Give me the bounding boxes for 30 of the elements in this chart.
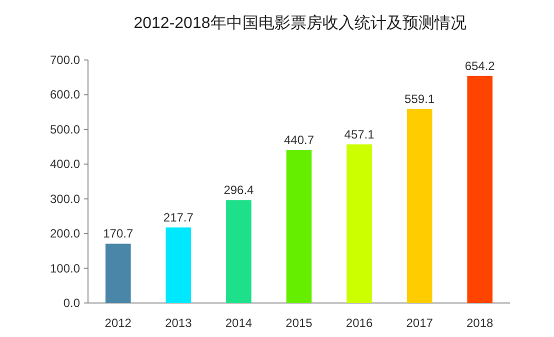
y-tick-label: 100.0 — [50, 261, 80, 276]
data-label: 170.7 — [103, 226, 134, 241]
data-label: 654.2 — [464, 58, 496, 73]
y-tick-label: 400.0 — [50, 157, 80, 172]
y-tick-label: 300.0 — [50, 192, 80, 206]
chart-title: 2012-2018年中国电影票房收入统计及预测情况 — [134, 14, 466, 32]
bar — [346, 144, 372, 303]
y-tick-label: 500.0 — [50, 122, 80, 136]
data-label: 559.1 — [404, 92, 435, 106]
x-tick-label: 2014 — [225, 316, 252, 330]
bar — [105, 244, 131, 303]
x-tick-label: 2016 — [346, 316, 373, 330]
x-tick-label: 2018 — [466, 316, 494, 330]
x-tick-label: 2017 — [406, 316, 434, 330]
bar — [286, 150, 312, 303]
bar — [166, 227, 192, 303]
bar — [226, 200, 252, 303]
x-tick-label: 2012 — [104, 316, 132, 330]
bar — [467, 76, 493, 303]
bar — [406, 108, 432, 303]
y-tick-label: 0.0 — [63, 296, 80, 310]
data-label: 296.4 — [224, 183, 254, 198]
y-tick-label: 600.0 — [50, 88, 80, 102]
x-tick-label: 2013 — [165, 316, 192, 330]
data-label: 440.7 — [284, 133, 314, 148]
y-tick-label: 700.0 — [50, 53, 80, 67]
y-tick-label: 200.0 — [50, 226, 80, 241]
data-label: 457.1 — [344, 127, 375, 142]
x-tick-label: 2015 — [286, 316, 313, 330]
data-label: 217.7 — [163, 210, 194, 224]
